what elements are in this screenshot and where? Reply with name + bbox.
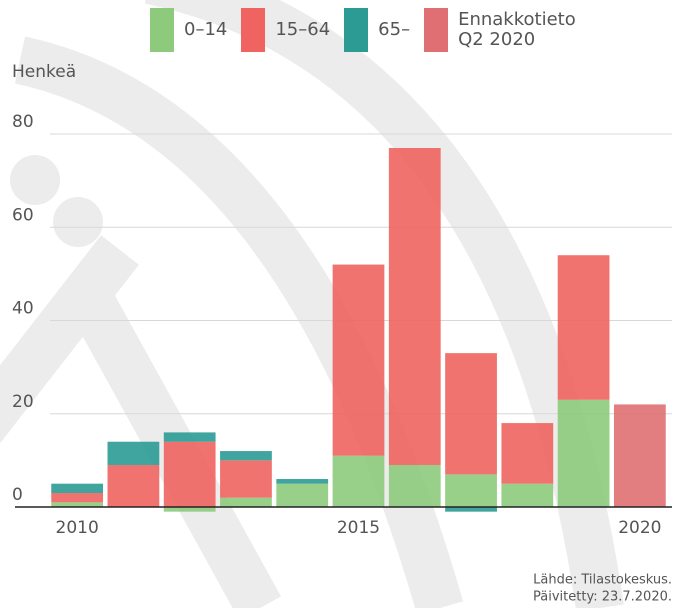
bar [108, 465, 160, 507]
bar [108, 442, 160, 465]
legend: 0–14 15–64 65– Ennakkotieto Q2 2020 [150, 8, 588, 52]
watermark [0, 0, 600, 608]
bar [220, 460, 272, 497]
bar [501, 423, 553, 484]
x-tick-label: 2010 [56, 518, 99, 538]
bar [220, 451, 272, 460]
source: Lähde: Tilastokeskus. [533, 573, 672, 588]
legend-swatch [150, 8, 174, 52]
x-tick-label: 2020 [618, 518, 661, 538]
x-tick-label: 2015 [337, 518, 380, 538]
legend-label: 15–64 [275, 20, 330, 40]
legend-swatch [241, 8, 265, 52]
watermark [10, 155, 60, 205]
bar [220, 498, 272, 507]
bar [445, 474, 497, 507]
y-tick-label: 0 [12, 485, 23, 505]
bar [389, 465, 441, 507]
legend-item: 65– [344, 8, 410, 52]
legend-item: 15–64 [241, 8, 330, 52]
legend-swatch [424, 8, 448, 52]
bar [389, 148, 441, 465]
updated: Päivitetty: 23.7.2020. [533, 590, 672, 605]
bar [164, 442, 216, 507]
y-tick-label: 60 [12, 205, 34, 225]
bar [445, 353, 497, 474]
page: Henkeä Lähde: Tilastokeskus. Päivitetty:… [0, 0, 682, 608]
legend-swatch [344, 8, 368, 52]
legend-item: 0–14 [150, 8, 227, 52]
bar [501, 484, 553, 507]
bar [51, 493, 103, 502]
bar [558, 400, 610, 507]
bar [333, 456, 385, 507]
bar [558, 255, 610, 400]
bar [333, 265, 385, 456]
legend-item: Ennakkotieto Q2 2020 [424, 8, 588, 52]
watermark [53, 197, 103, 247]
bar [276, 479, 328, 484]
chart: Henkeä Lähde: Tilastokeskus. Päivitetty:… [0, 0, 682, 608]
bar [276, 484, 328, 507]
legend-label: 65– [378, 20, 410, 40]
legend-label: Ennakkotieto Q2 2020 [458, 10, 588, 50]
y-axis-label: Henkeä [12, 62, 76, 82]
bar [614, 404, 666, 507]
legend-label: 0–14 [184, 20, 227, 40]
y-tick-label: 40 [12, 299, 34, 319]
bar [164, 432, 216, 441]
bar [51, 484, 103, 493]
y-tick-label: 20 [12, 392, 34, 412]
y-tick-label: 80 [12, 112, 34, 132]
